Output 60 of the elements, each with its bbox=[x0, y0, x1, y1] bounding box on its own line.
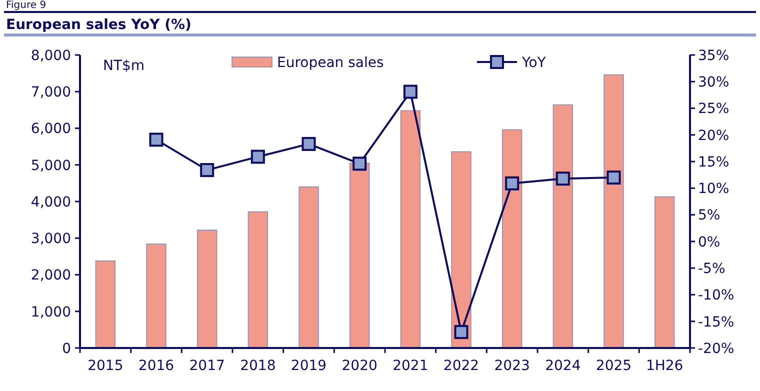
x-tick-label: 2025 bbox=[596, 358, 632, 374]
bar bbox=[451, 151, 472, 348]
bar bbox=[604, 74, 624, 348]
y-tick-label: 8,000 bbox=[30, 48, 71, 64]
y2-tick-label: 30% bbox=[698, 74, 730, 91]
y2-tick-label: 20% bbox=[698, 128, 730, 144]
bar bbox=[95, 260, 116, 348]
point bbox=[556, 172, 570, 186]
bar bbox=[502, 129, 522, 348]
y2-tick-label: 5% bbox=[698, 208, 720, 224]
bar bbox=[197, 230, 218, 348]
y-tick-label: 5,000 bbox=[30, 158, 71, 174]
x-tick-label: 2016 bbox=[138, 358, 174, 374]
bar bbox=[654, 196, 675, 348]
annotation: NT$m bbox=[103, 58, 145, 74]
y-tick-label: 4,000 bbox=[30, 194, 71, 210]
y2-tick-label: -20% bbox=[698, 340, 734, 357]
bar bbox=[350, 162, 370, 348]
x-tick-label: 2019 bbox=[290, 358, 327, 374]
y2-tick-label: 10% bbox=[698, 181, 730, 198]
chart-title: European sales YoY (%) bbox=[6, 17, 192, 33]
y-tick-label: 3,000 bbox=[30, 231, 71, 248]
point bbox=[250, 150, 265, 164]
x-tick-label: 1H26 bbox=[646, 358, 684, 374]
legend-label: YoY bbox=[521, 54, 546, 71]
y-tick-label: 6,000 bbox=[30, 121, 71, 138]
x-tick-label: 2015 bbox=[88, 358, 124, 374]
point bbox=[149, 132, 164, 147]
bar bbox=[146, 244, 166, 348]
x-tick-label: 2020 bbox=[342, 358, 378, 374]
bar bbox=[298, 186, 319, 348]
point bbox=[302, 136, 316, 151]
x-tick-label: 2017 bbox=[189, 358, 225, 374]
x-tick-label: 2024 bbox=[545, 358, 581, 374]
y2-tick-label: -15% bbox=[698, 314, 734, 330]
y-tick-label: 0 bbox=[62, 340, 71, 357]
bar bbox=[552, 104, 573, 348]
bar bbox=[248, 211, 268, 348]
point bbox=[505, 176, 520, 190]
y2-tick-label: 35% bbox=[698, 48, 730, 64]
point bbox=[200, 163, 214, 178]
y2-tick-label: 25% bbox=[698, 101, 730, 118]
x-tick-label: 2021 bbox=[392, 358, 428, 374]
y2-tick-label: 0% bbox=[698, 234, 720, 250]
x-tick-label: 2023 bbox=[494, 358, 530, 374]
y-tick-label: 2,000 bbox=[30, 268, 71, 284]
y2-tick-label: -10% bbox=[698, 288, 734, 304]
caption: Figure 9 bbox=[6, 0, 46, 11]
point bbox=[403, 84, 418, 99]
point bbox=[352, 156, 367, 171]
y2-tick-label: -5% bbox=[698, 260, 726, 277]
x-tick-label: 2018 bbox=[240, 358, 276, 374]
y-tick-label: 1,000 bbox=[30, 304, 71, 320]
point bbox=[454, 325, 468, 340]
bar bbox=[400, 110, 420, 348]
point bbox=[606, 170, 621, 185]
y-tick-label: 7,000 bbox=[30, 84, 71, 101]
legend-label: European sales bbox=[277, 54, 384, 71]
x-tick-label: 2022 bbox=[443, 358, 480, 374]
y2-tick-label: 15% bbox=[698, 154, 730, 170]
